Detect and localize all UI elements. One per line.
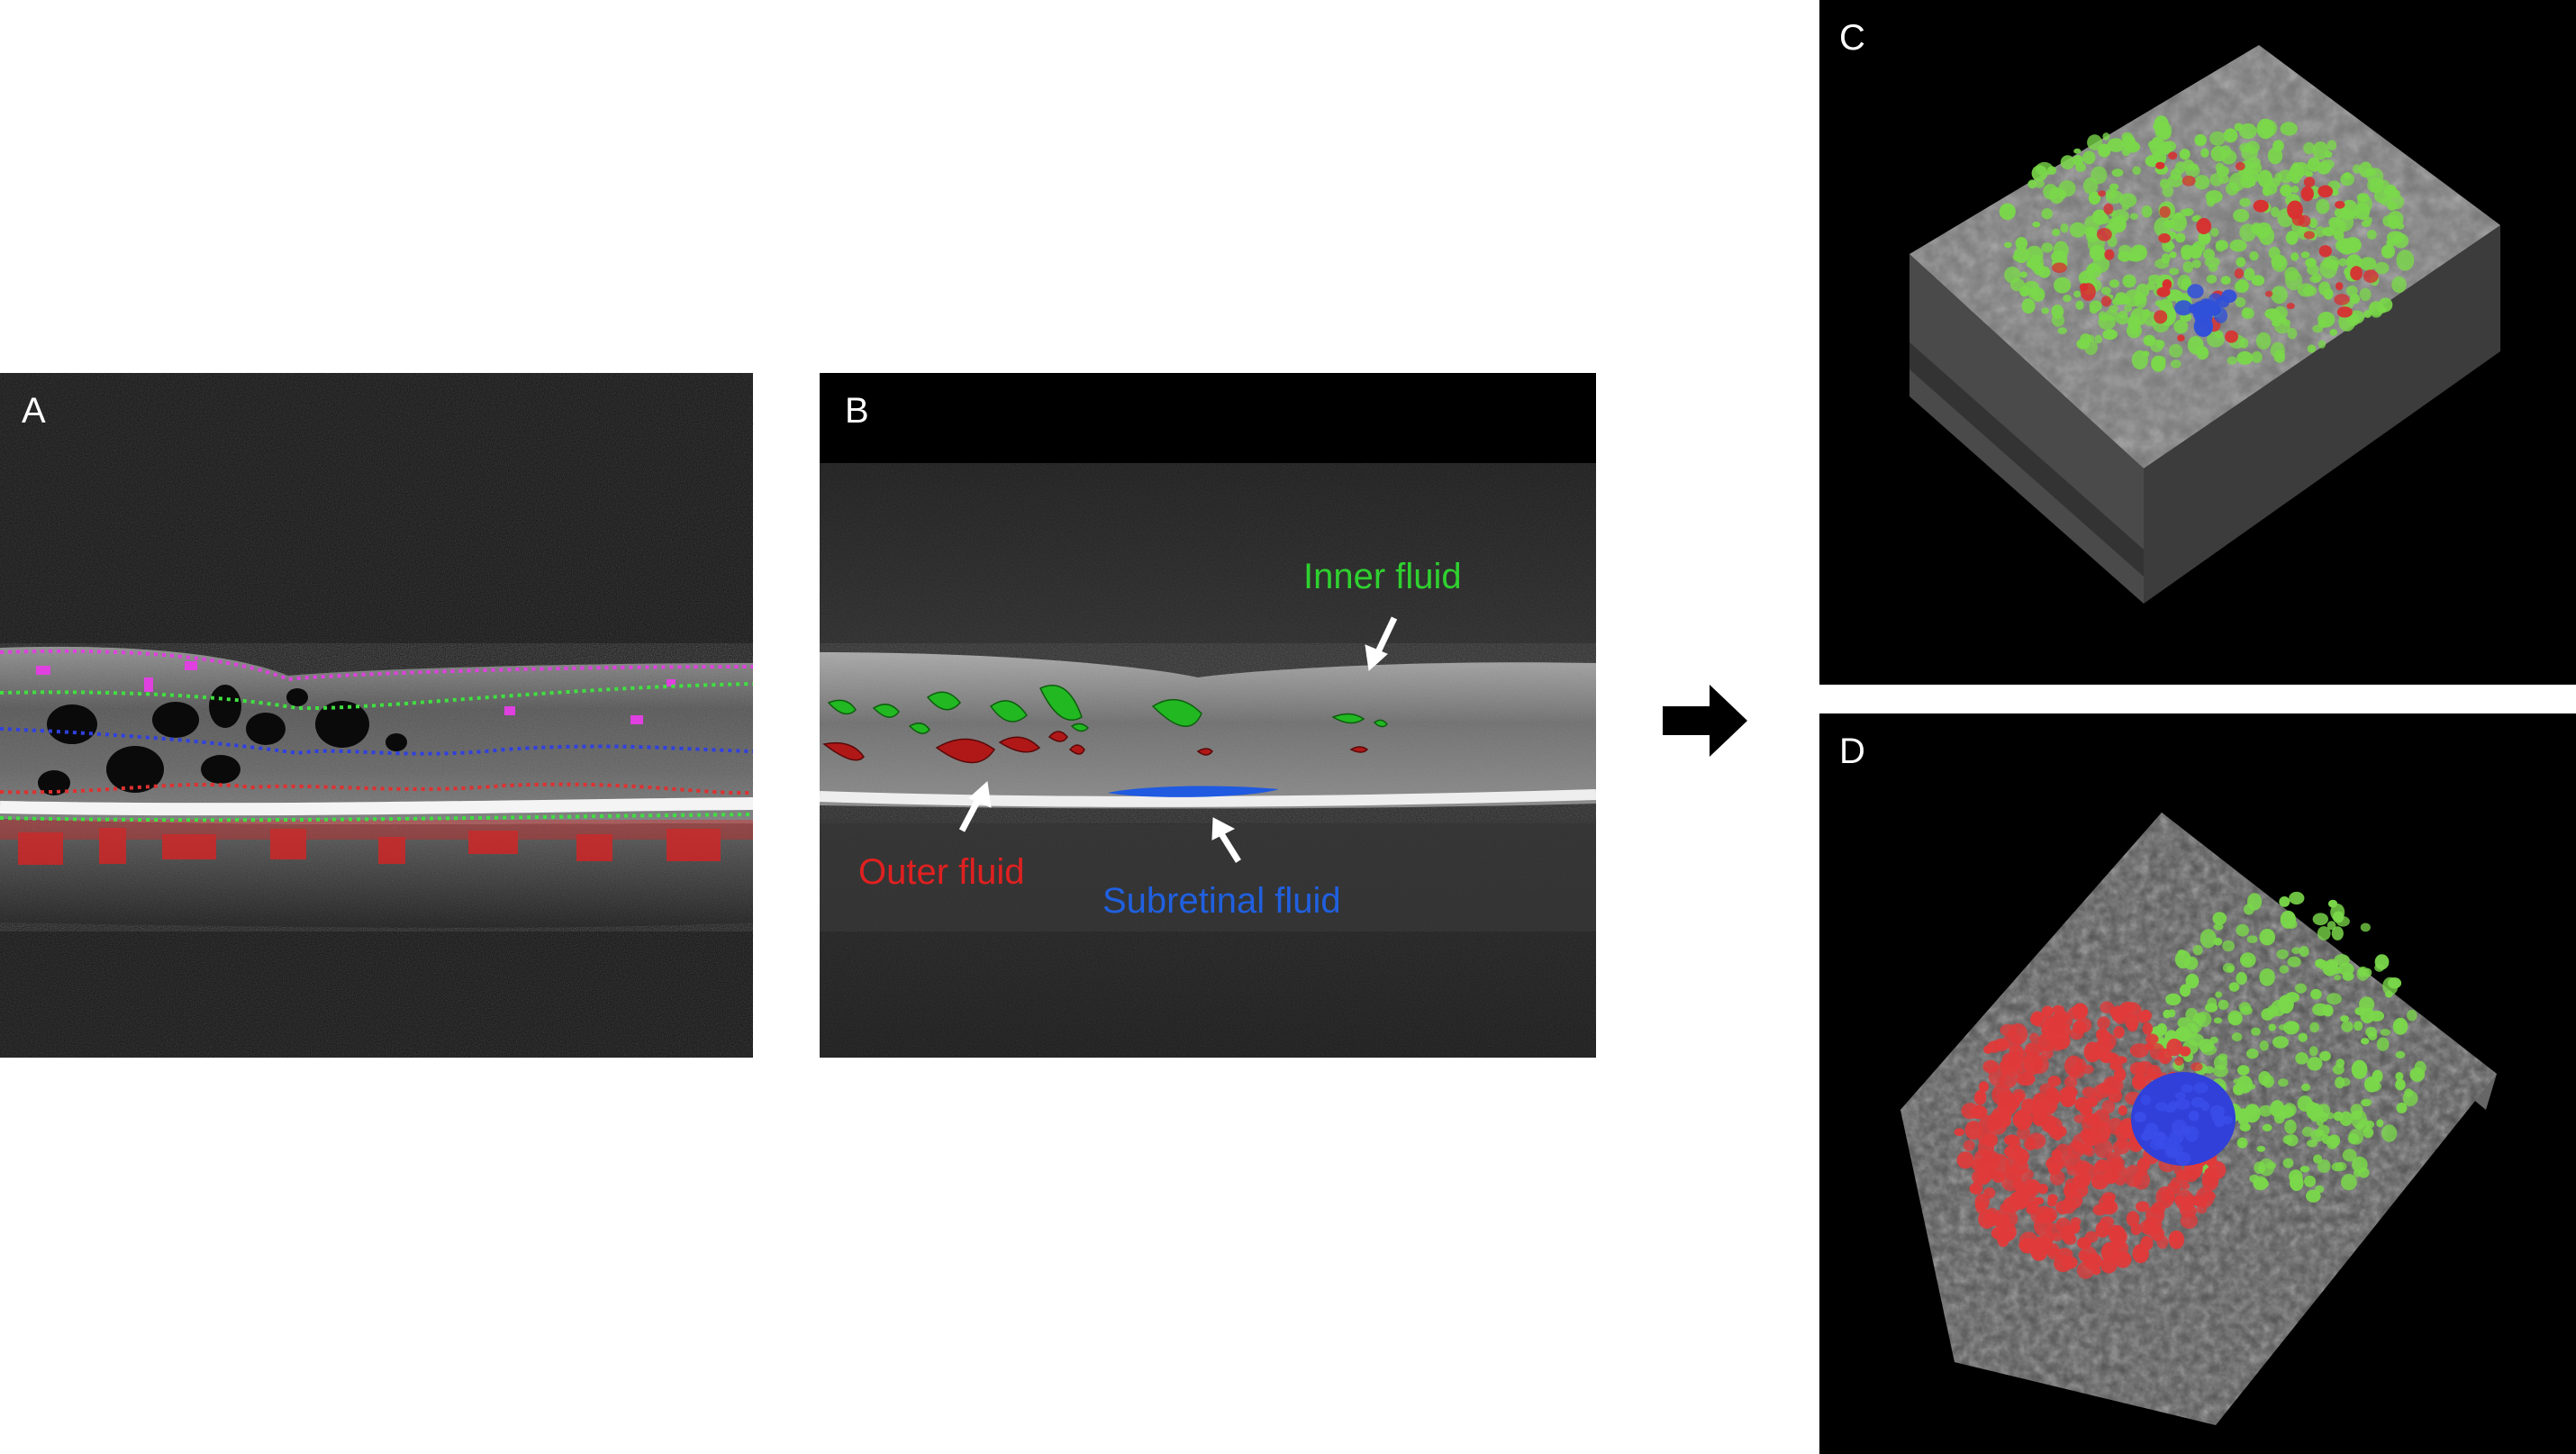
volume-render-d: [1900, 813, 2497, 1425]
volume-render-c: [1909, 45, 2500, 604]
magenta-marks: [36, 661, 676, 724]
choroid-red-marks: [0, 820, 753, 865]
oct-bscan-b: [820, 373, 1596, 1058]
cysts-a: [38, 685, 407, 795]
panel-d-3d-fluid-volume-oblique: D: [1819, 713, 2576, 1454]
panel-b-fluid-segmentation: B Inner fluid Outer fluid Subretinal flu…: [820, 373, 1596, 1058]
label-subretinal-fluid: Subretinal fluid: [1102, 881, 1341, 921]
fluid-blobs-c: [1999, 115, 2415, 372]
panel-letter-a: A: [22, 391, 46, 431]
panel-letter-c: C: [1839, 18, 1865, 58]
pointer-arrow-icon: [958, 616, 1398, 863]
right-arrow-icon: [1663, 685, 1747, 757]
panel-letter-d: D: [1839, 732, 1865, 771]
label-outer-fluid: Outer fluid: [858, 852, 1025, 892]
outer-fluid-regions: [822, 731, 1369, 764]
inner-fluid-regions: [827, 684, 1388, 734]
oct-bscan-a: [0, 373, 753, 1058]
panel-c-3d-fluid-volume-top: C: [1819, 0, 2576, 685]
label-inner-fluid: Inner fluid: [1303, 557, 1462, 596]
panel-letter-b: B: [845, 391, 869, 431]
layer-boundaries-a: [0, 649, 753, 822]
subretinal-fluid-region: [1108, 786, 1279, 797]
panel-a-oct-layer-segmentation: A: [0, 373, 753, 1058]
fluid-blobs-d: [1954, 891, 2426, 1279]
